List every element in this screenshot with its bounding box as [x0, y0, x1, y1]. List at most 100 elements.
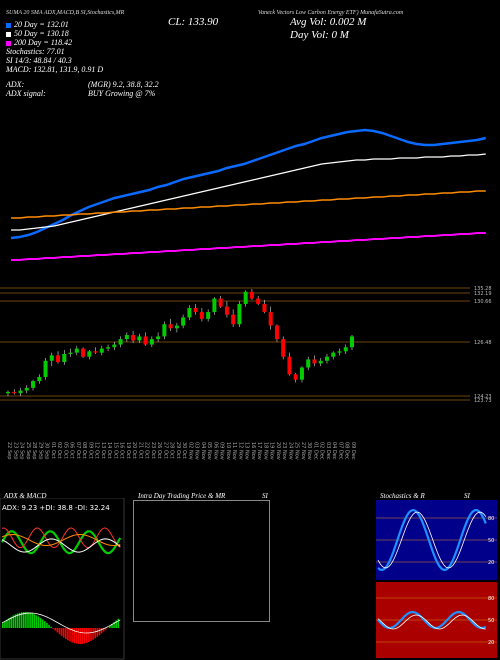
- candle-body: [118, 339, 123, 345]
- candle-body: [56, 355, 61, 363]
- macd-bar: [75, 628, 78, 644]
- price-level-label: 124.23: [474, 394, 492, 400]
- day-volume: Day Vol: 0 M: [290, 29, 349, 41]
- date-tick-label: 30 Sep: [44, 442, 50, 459]
- macd-bar: [62, 628, 65, 638]
- intraday-panel: [133, 500, 270, 622]
- candle-body: [81, 348, 86, 357]
- date-tick-label: 28 Sep: [31, 442, 37, 459]
- macd-bar: [10, 616, 12, 628]
- macd-bar: [16, 613, 19, 628]
- ma-line-20-day: [10, 128, 487, 240]
- macd-bar: [69, 628, 71, 642]
- date-tick-label: 14 Oct: [106, 442, 112, 459]
- macd-bar: [98, 628, 101, 636]
- candle-body: [293, 374, 298, 380]
- candle-body: [318, 360, 323, 364]
- candle-body: [93, 351, 98, 353]
- date-tick-label: 04 Dec: [331, 442, 337, 460]
- date-tick-label: 02 Dec: [319, 442, 325, 460]
- macd-bar: [92, 628, 94, 640]
- date-tick-label: 24 Nov: [287, 442, 293, 460]
- date-tick-label: 21 Oct: [137, 442, 143, 459]
- date-tick-label: 24 Sep: [19, 442, 25, 459]
- date-tick-label: 13 Nov: [244, 442, 250, 460]
- adx-values: (MGR) 9.2, 38.8, 32.2: [88, 80, 159, 89]
- candle-body: [237, 303, 242, 325]
- date-tick-label: 25 Sep: [25, 442, 31, 459]
- stoch-level-label: 20: [488, 560, 494, 566]
- date-tick-label: 28 Oct: [169, 442, 175, 459]
- si-level-label: 50: [488, 618, 494, 624]
- macd-bar: [8, 618, 10, 628]
- date-tick-label: 18 Nov: [262, 442, 268, 460]
- candle-body: [137, 336, 142, 341]
- date-tick-label: 19 Oct: [125, 442, 131, 459]
- candle-body: [193, 308, 198, 313]
- macd-bar: [77, 628, 80, 644]
- macd-bar: [6, 619, 8, 628]
- macd-bar: [79, 628, 82, 644]
- macd-bar: [56, 628, 59, 633]
- price-level-label: 130.66: [474, 299, 492, 305]
- si-level-label: 80: [488, 596, 494, 602]
- orange-band-line: [11, 190, 486, 219]
- sma20-swatch: [6, 22, 11, 28]
- candle-body: [324, 356, 329, 361]
- date-tick-label: 03 Dec: [325, 442, 331, 460]
- date-tick-label: 23 Sep: [12, 442, 18, 459]
- candle-body: [343, 347, 348, 352]
- date-tick-label: 10 Nov: [225, 442, 231, 460]
- si-line: [377, 610, 487, 630]
- date-tick-label: 02 Nov: [187, 442, 193, 460]
- macd-bar: [58, 628, 61, 635]
- macd-bar: [90, 628, 92, 641]
- candle-body: [37, 377, 42, 382]
- adx-signal-label: ADX signal:: [6, 89, 46, 98]
- candle-body: [181, 317, 186, 326]
- sma200-value: 200 Day = 118.42: [14, 38, 73, 47]
- date-tick-label: 01 Dec: [312, 442, 318, 460]
- candle-body: [24, 387, 29, 391]
- stoch-si-label: SI: [464, 492, 470, 500]
- candle-body: [87, 351, 92, 357]
- date-tick-label: 09 Oct: [87, 442, 93, 459]
- date-tick-label: 05 Nov: [206, 442, 212, 460]
- date-tick-label: 29 Sep: [37, 442, 43, 459]
- candle-body: [162, 324, 167, 337]
- adx-line: [1, 538, 121, 553]
- date-tick-label: 04 Nov: [200, 442, 206, 460]
- macd-bar: [23, 612, 25, 628]
- stochastics-panel: 80 50 20 80 50 20: [376, 500, 497, 658]
- macd-bar: [71, 628, 73, 643]
- sma50-swatch: [6, 31, 11, 37]
- date-tick-label: 22 Sep: [6, 442, 12, 459]
- candle-body: [12, 391, 17, 394]
- moving-averages: [10, 128, 487, 261]
- adx-minus-di-line: [1, 527, 121, 549]
- candle-body: [281, 339, 286, 357]
- candle-body: [49, 355, 54, 361]
- date-tick-label: 12 Nov: [237, 442, 243, 460]
- candle-body: [6, 391, 10, 394]
- macd-bar: [100, 628, 103, 634]
- stoch-d-line: [377, 511, 487, 569]
- date-tick-label: 15 Oct: [112, 442, 118, 459]
- candle-body: [287, 356, 292, 375]
- sma50-value: 50 Day = 130.18: [14, 29, 69, 38]
- candle-body: [199, 312, 204, 319]
- candle-body: [124, 335, 129, 340]
- macd-bar: [104, 628, 107, 630]
- si-stat: SI 14/3: 48.84 / 40.3: [6, 56, 72, 65]
- macd-bar: [67, 628, 69, 641]
- stoch-level-label: 80: [488, 516, 494, 522]
- macd-bar: [86, 628, 88, 643]
- date-tick-label: 06 Oct: [69, 442, 75, 459]
- adx-plus-di-line: [1, 530, 122, 555]
- candle-body: [168, 324, 173, 329]
- macd-bar: [54, 628, 57, 631]
- macd-bar: [33, 614, 36, 628]
- candle-body: [74, 348, 79, 353]
- candle-body: [268, 312, 273, 326]
